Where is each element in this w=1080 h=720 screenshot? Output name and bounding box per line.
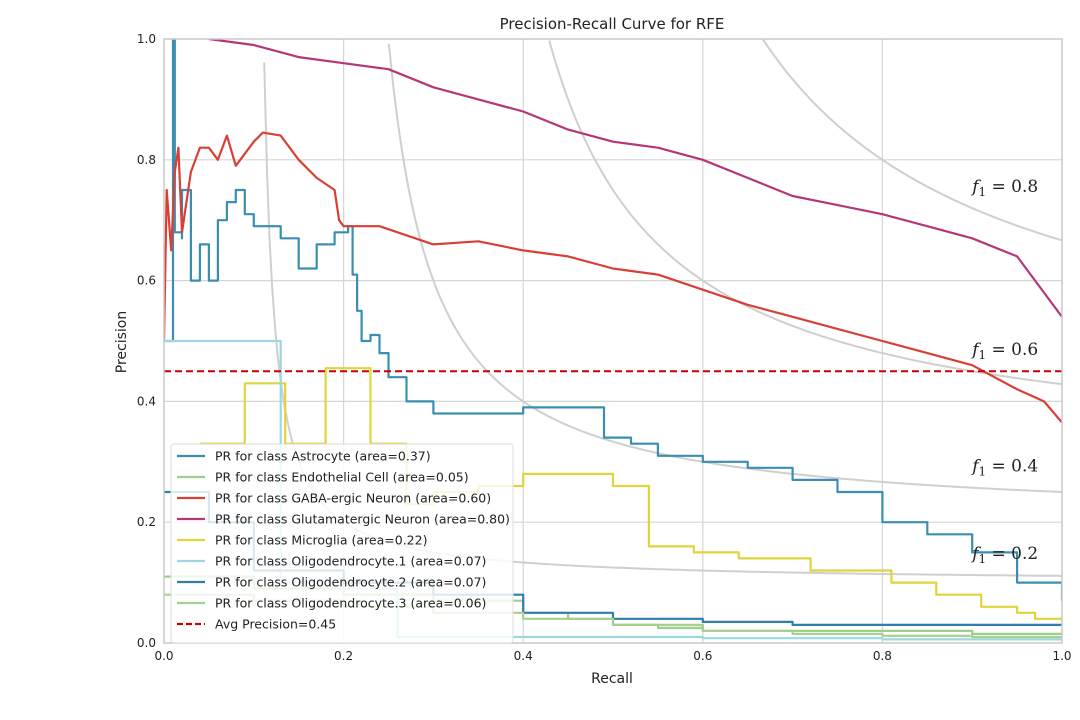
iso-f1-curve (762, 39, 1062, 242)
iso-f1-label: f1 = 0.6 (970, 340, 1038, 362)
iso-f1-label: f1 = 0.2 (970, 544, 1038, 566)
x-tick-label: 0.8 (873, 649, 892, 663)
legend-entry: PR for class GABA-ergic Neuron (area=0.6… (215, 491, 491, 506)
iso-f1-labels: f1 = 0.2 f1 = 0.4 f1 = 0.6 f1 = 0.8 (970, 177, 1038, 566)
legend-entry: PR for class Glutamatergic Neuron (area=… (215, 512, 510, 527)
series-line (164, 39, 1062, 601)
legend-box (170, 443, 514, 644)
legend-entry: PR for class Oligodendrocyte.1 (area=0.0… (215, 554, 486, 569)
series-line (199, 367, 1062, 622)
legend-entry: PR for class Oligodendrocyte.2 (area=0.0… (215, 575, 486, 590)
x-tick-label: 0.6 (693, 649, 712, 663)
x-axis-label: Recall (591, 671, 633, 687)
x-tick-label: 0.2 (334, 649, 353, 663)
y-axis-label: Precision (114, 311, 130, 373)
y-tick-label: 0.6 (137, 274, 156, 288)
x-tick-label: 1.0 (1052, 649, 1071, 663)
chart-title: Precision-Recall Curve for RFE (500, 15, 725, 33)
iso-f1-curve (387, 43, 1062, 493)
series-line (164, 131, 1062, 424)
y-tick-label: 0.0 (137, 636, 156, 650)
y-tick-label: 1.0 (137, 32, 156, 46)
iso-f1-label: f1 = 0.4 (970, 457, 1038, 479)
x-tick-label: 0.0 (154, 649, 173, 663)
legend-entry: PR for class Oligodendrocyte.3 (area=0.0… (215, 596, 486, 611)
x-ticks: 0.0 0.2 0.4 0.6 0.8 1.0 (154, 649, 1071, 663)
x-tick-label: 0.4 (514, 649, 533, 663)
legend: PR for class Astrocyte (area=0.37) PR for… (170, 443, 514, 644)
y-ticks: 0.0 0.2 0.4 0.6 0.8 1.0 (137, 32, 156, 650)
y-tick-label: 0.2 (137, 515, 156, 529)
y-tick-label: 0.8 (137, 153, 156, 167)
legend-entry: PR for class Endothelial Cell (area=0.05… (215, 470, 469, 485)
legend-entry: PR for class Microglia (area=0.22) (215, 533, 427, 548)
legend-entry: Avg Precision=0.45 (215, 617, 336, 632)
iso-f1-curve (548, 40, 1062, 386)
plot-frame (163, 38, 1063, 644)
iso-f1-label: f1 = 0.8 (970, 177, 1038, 199)
series-line (208, 39, 1062, 318)
legend-entry: PR for class Astrocyte (area=0.37) (215, 449, 431, 464)
y-tick-label: 0.4 (137, 394, 156, 408)
